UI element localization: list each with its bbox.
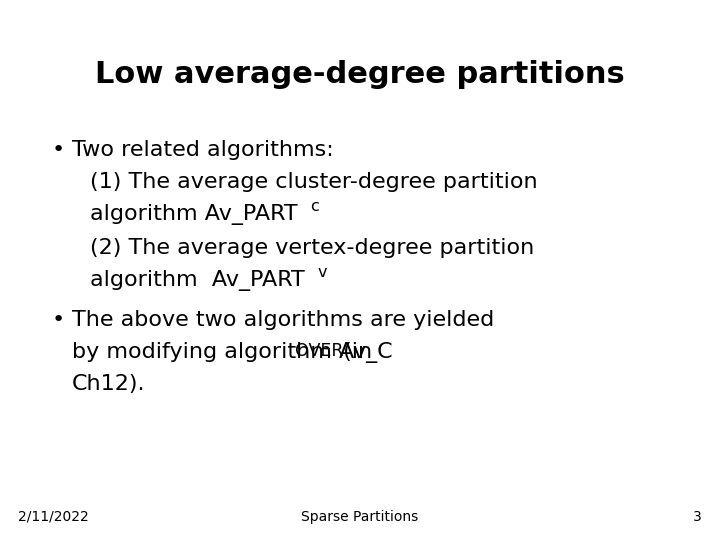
Text: by modifying algorithm Av_C: by modifying algorithm Av_C xyxy=(72,342,392,363)
Text: (in: (in xyxy=(336,342,372,362)
Text: v: v xyxy=(318,265,328,280)
Text: Low average-degree partitions: Low average-degree partitions xyxy=(95,60,625,89)
Text: The above two algorithms are yielded: The above two algorithms are yielded xyxy=(72,310,494,330)
Text: (1) The average cluster-degree partition: (1) The average cluster-degree partition xyxy=(90,172,538,192)
Text: c: c xyxy=(310,199,319,214)
Text: Two related algorithms:: Two related algorithms: xyxy=(72,140,334,160)
Text: Sparse Partitions: Sparse Partitions xyxy=(302,510,418,524)
Text: Ch12).: Ch12). xyxy=(72,374,145,394)
Text: •: • xyxy=(52,310,66,330)
Text: OVER: OVER xyxy=(295,342,343,360)
Text: •: • xyxy=(52,140,66,160)
Text: 3: 3 xyxy=(693,510,702,524)
Text: (2) The average vertex-degree partition: (2) The average vertex-degree partition xyxy=(90,238,534,258)
Text: algorithm Av_PART: algorithm Av_PART xyxy=(90,204,297,225)
Text: 2/11/2022: 2/11/2022 xyxy=(18,510,89,524)
Text: algorithm  Av_PART: algorithm Av_PART xyxy=(90,270,305,291)
